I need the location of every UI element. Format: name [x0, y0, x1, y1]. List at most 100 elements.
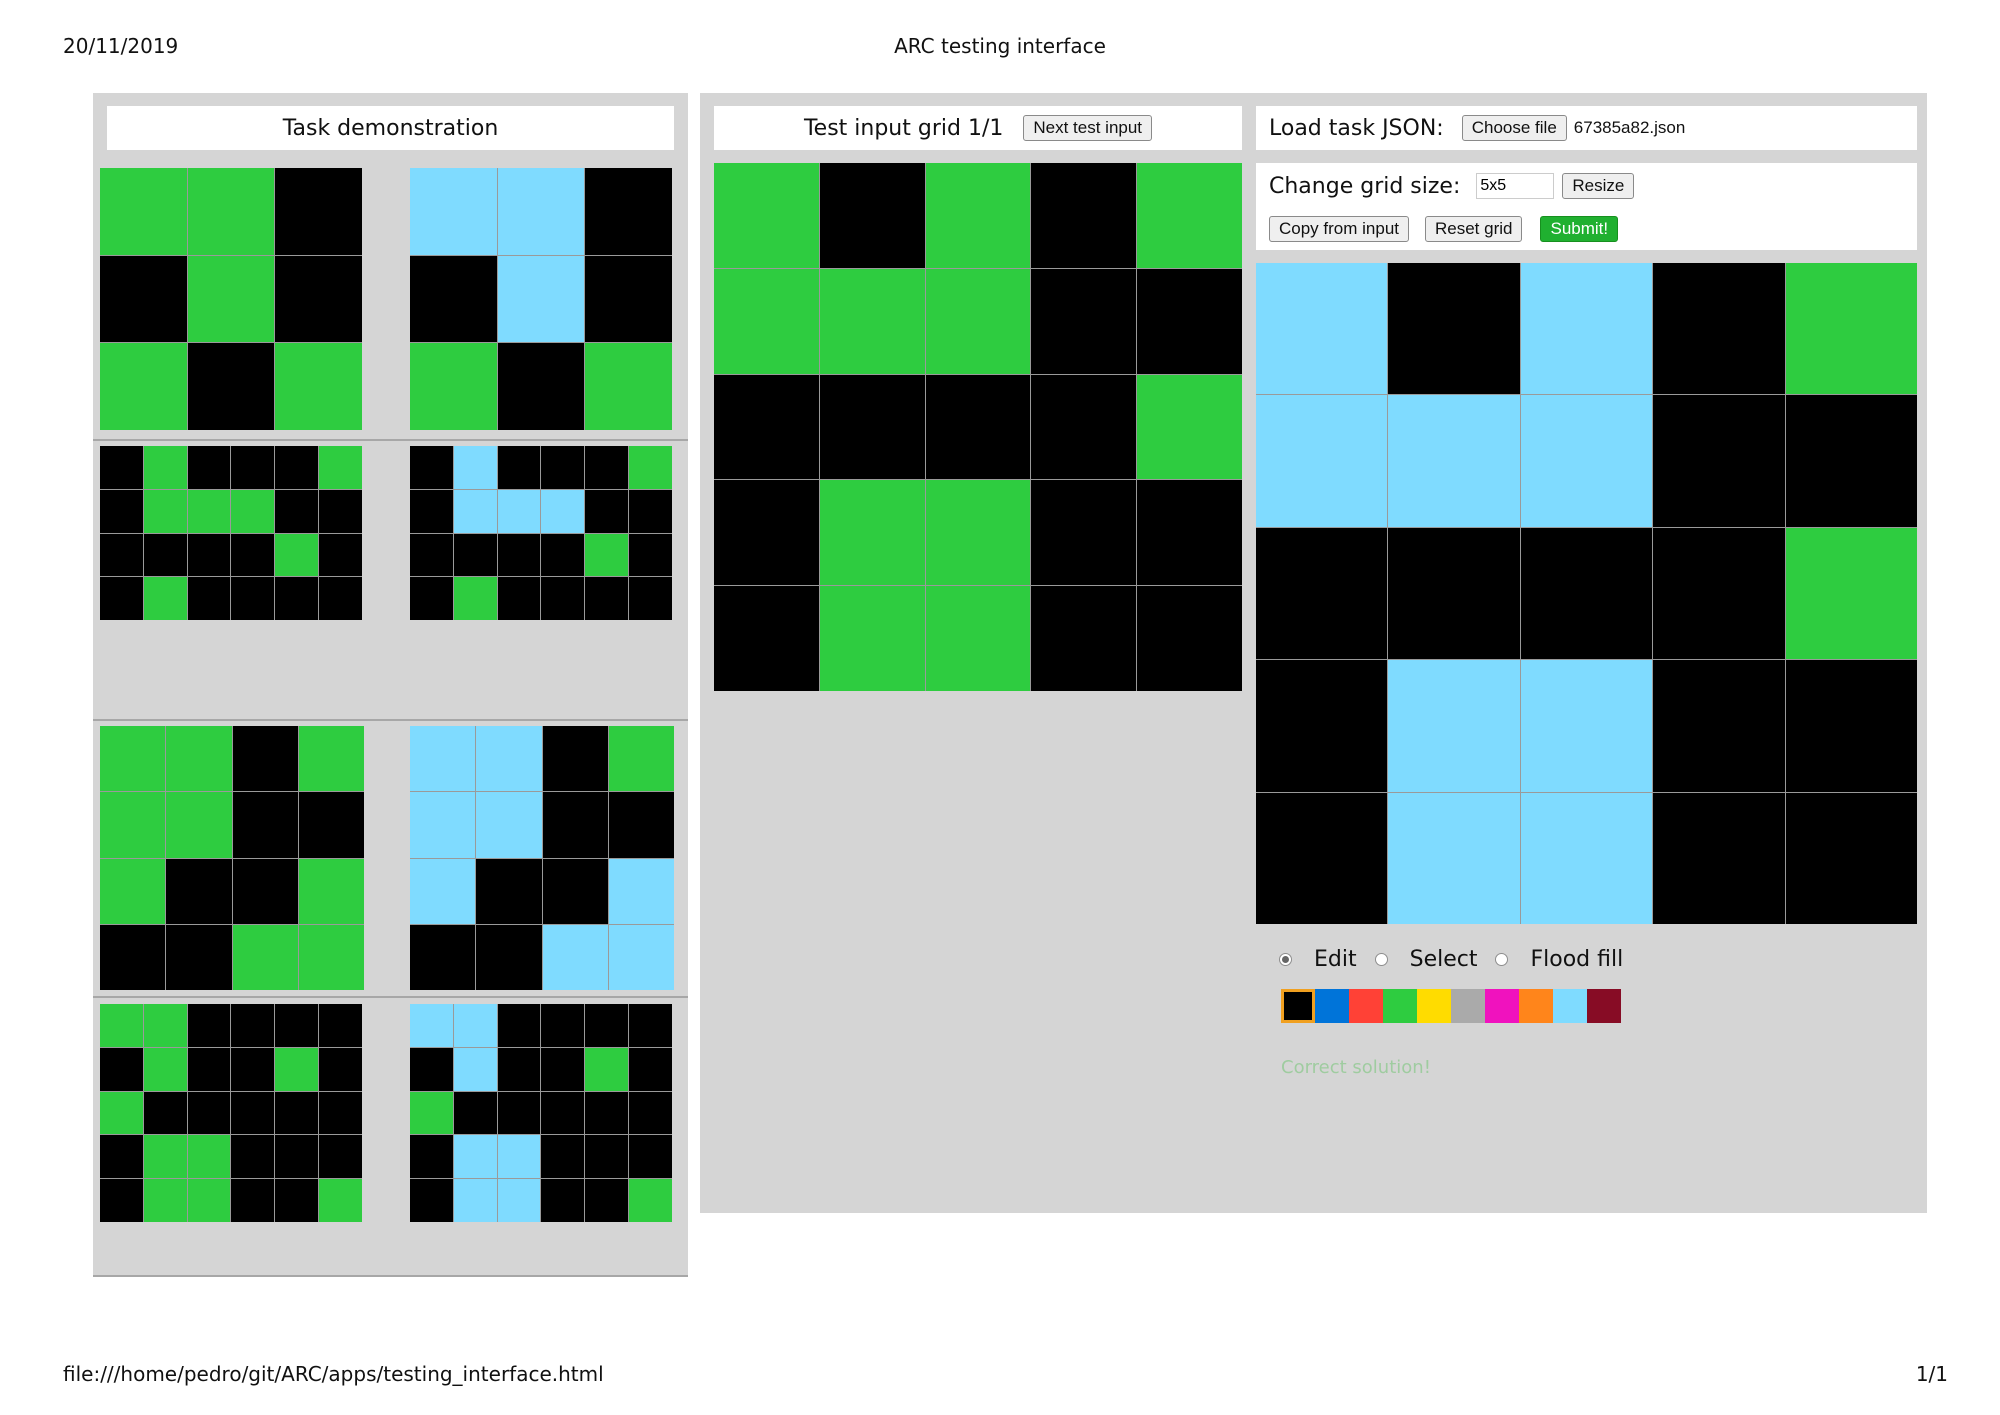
grid-cell — [819, 586, 925, 691]
grid-cell[interactable] — [1520, 263, 1653, 395]
color-swatch[interactable] — [1281, 989, 1315, 1023]
grid-cell — [541, 1047, 585, 1091]
select-mode-radio[interactable] — [1374, 953, 1388, 966]
grid-cell — [275, 1179, 319, 1222]
grid-cell — [100, 1004, 143, 1047]
grid-cell[interactable] — [1785, 527, 1917, 660]
grid-cell[interactable] — [1388, 527, 1520, 660]
grid-cell[interactable] — [1785, 660, 1917, 792]
grid-cell[interactable] — [1256, 792, 1388, 924]
grid-cell — [541, 1135, 585, 1179]
grid-cell — [541, 1179, 585, 1222]
grid-cell[interactable] — [1653, 792, 1785, 924]
grid-cell — [453, 489, 497, 533]
color-swatch[interactable] — [1587, 989, 1621, 1023]
grid-cell[interactable] — [1520, 395, 1653, 527]
grid-cell — [819, 268, 925, 374]
grid-cell[interactable] — [1653, 527, 1785, 660]
grid-cell — [585, 1004, 629, 1047]
grid-cell — [1137, 163, 1242, 268]
grid-cell — [497, 1047, 541, 1091]
flood-fill-mode-radio[interactable] — [1495, 953, 1509, 966]
grid-cell — [100, 343, 187, 430]
grid-cell[interactable] — [1388, 660, 1520, 792]
grid-cell — [453, 577, 497, 620]
grid-cell[interactable] — [1785, 263, 1917, 395]
edit-mode-label: Edit — [1314, 947, 1357, 972]
grid-cell[interactable] — [1388, 792, 1520, 924]
color-swatch[interactable] — [1519, 989, 1553, 1023]
grid-cell[interactable] — [1256, 527, 1388, 660]
submit-button[interactable]: Submit! — [1540, 216, 1619, 242]
grid-cell — [497, 343, 585, 430]
grid-cell — [232, 924, 298, 990]
color-swatch[interactable] — [1383, 989, 1417, 1023]
color-swatch[interactable] — [1417, 989, 1451, 1023]
choose-file-button[interactable]: Choose file — [1461, 115, 1567, 141]
grid-cell[interactable] — [1653, 395, 1785, 527]
grid-cell[interactable] — [1388, 263, 1520, 395]
grid-cell — [275, 255, 362, 343]
edit-mode-radio[interactable] — [1279, 953, 1292, 966]
grid-cell — [100, 446, 143, 489]
grid-cell — [143, 1135, 187, 1179]
demo-output-grid — [410, 446, 672, 620]
color-palette — [1281, 989, 1621, 1023]
grid-cell — [232, 726, 298, 792]
copy-from-input-button[interactable]: Copy from input — [1269, 216, 1409, 242]
grid-cell — [143, 1047, 187, 1091]
grid-cell — [819, 480, 925, 586]
grid-cell — [497, 446, 541, 489]
grid-cell — [100, 1091, 143, 1135]
pair-divider — [93, 719, 688, 721]
test-input-title: Test input grid 1/1 — [803, 115, 1004, 141]
grid-cell — [410, 1135, 453, 1179]
grid-cell[interactable] — [1388, 395, 1520, 527]
grid-cell — [187, 1091, 231, 1135]
grid-cell[interactable] — [1653, 263, 1785, 395]
grid-cell[interactable] — [1785, 395, 1917, 527]
grid-cell — [143, 446, 187, 489]
grid-cell — [1031, 586, 1137, 691]
grid-cell — [629, 1004, 672, 1047]
color-swatch[interactable] — [1553, 989, 1587, 1023]
grid-cell — [410, 924, 476, 990]
grid-cell — [453, 1179, 497, 1222]
next-test-input-button[interactable]: Next test input — [1023, 115, 1153, 141]
grid-cell[interactable] — [1653, 660, 1785, 792]
flood-fill-mode-label: Flood fill — [1530, 947, 1624, 972]
color-swatch[interactable] — [1451, 989, 1485, 1023]
resize-button[interactable]: Resize — [1562, 173, 1635, 199]
color-swatch[interactable] — [1315, 989, 1349, 1023]
reset-grid-button[interactable]: Reset grid — [1425, 216, 1523, 242]
grid-cell[interactable] — [1520, 792, 1653, 924]
grid-cell — [100, 489, 143, 533]
grid-cell[interactable] — [1520, 660, 1653, 792]
grid-cell — [231, 533, 275, 577]
grid-cell[interactable] — [1785, 792, 1917, 924]
grid-size-input[interactable] — [1476, 173, 1555, 199]
grid-cell — [541, 489, 585, 533]
grid-cell[interactable] — [1256, 263, 1388, 395]
grid-cell — [231, 1047, 275, 1091]
grid-cell[interactable] — [1256, 660, 1388, 792]
grid-cell[interactable] — [1256, 395, 1388, 527]
grid-cell — [319, 1004, 362, 1047]
grid-cell — [187, 168, 275, 255]
grid-cell — [143, 1091, 187, 1135]
color-swatch[interactable] — [1349, 989, 1383, 1023]
grid-cell — [476, 792, 542, 858]
grid-cell — [275, 1004, 319, 1047]
grid-cell[interactable] — [1520, 527, 1653, 660]
grid-cell — [410, 489, 453, 533]
grid-cell — [585, 1091, 629, 1135]
grid-cell — [541, 577, 585, 620]
grid-cell — [187, 533, 231, 577]
grid-cell — [925, 480, 1031, 586]
grid-cell — [541, 446, 585, 489]
grid-cell — [231, 1091, 275, 1135]
color-swatch[interactable] — [1485, 989, 1519, 1023]
output-grid[interactable] — [1256, 263, 1917, 924]
select-mode-label: Select — [1409, 947, 1478, 972]
grid-cell — [541, 1091, 585, 1135]
